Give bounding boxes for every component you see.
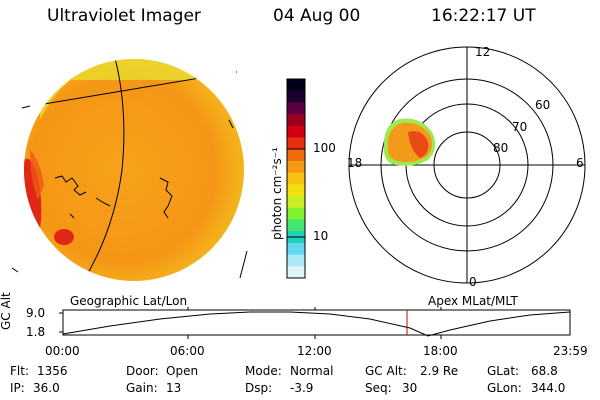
colorbar-unit-label: photon cm⁻²s⁻¹ — [270, 147, 284, 240]
altitude-plot-frame — [62, 309, 571, 336]
colorbar-frame — [286, 78, 306, 279]
mlt-label-0: 0 — [469, 275, 477, 289]
colorbar-swatch — [287, 149, 305, 162]
glat-label: GLat: — [487, 364, 520, 378]
gain-label: Gain: — [126, 381, 158, 395]
colorbar-swatch — [287, 114, 305, 127]
colorbar-swatch — [287, 125, 305, 139]
flt-value: 1356 — [37, 364, 68, 378]
mlt-label-18: 18 — [347, 156, 363, 170]
colorbar-swatch — [287, 79, 305, 92]
altitude-tick-high: 9.0 — [26, 306, 46, 320]
altitude-axis-title: GC Alt — [0, 292, 13, 330]
mlt-label-6: 6 — [576, 156, 584, 170]
colorbar-swatch — [287, 207, 305, 221]
time-label: 16:22:17 UT — [431, 6, 536, 26]
instrument-title: Ultraviolet Imager — [47, 6, 201, 26]
dsp-value: -3.9 — [290, 381, 314, 395]
colorbar-swatch — [287, 242, 305, 256]
colorbar-swatch — [287, 266, 305, 279]
polar-plot — [348, 46, 586, 284]
colorbar-swatch — [287, 137, 305, 150]
glon-label: GLon: — [487, 381, 522, 395]
time-tick-2359: 23:59 — [553, 344, 588, 358]
glon-value: 344.0 — [531, 381, 566, 395]
time-tick-1800: 18:00 — [423, 344, 458, 358]
lat-label-70: 70 — [512, 120, 528, 134]
flt-label: Flt: — [10, 364, 29, 378]
apex-label: Apex MLat/MLT — [428, 294, 518, 308]
colorbar-swatch — [287, 196, 305, 209]
altitude-tick-low: 1.8 — [26, 325, 46, 339]
colorbar-swatch — [287, 102, 305, 115]
ip-label: IP: — [10, 381, 25, 395]
lat-label-60: 60 — [535, 98, 551, 112]
colorbar — [287, 79, 305, 279]
glat-value: 68.8 — [531, 364, 558, 378]
colorbar-swatch — [287, 219, 305, 232]
dsp-label: Dsp: — [245, 381, 273, 395]
ip-value: 36.0 — [33, 381, 60, 395]
colorbar-label-100: 100 — [313, 141, 336, 155]
lat-label-80: 80 — [493, 141, 509, 155]
time-tick-1200: 12:00 — [297, 344, 332, 358]
door-label: Door: — [126, 364, 159, 378]
time-tick-0600: 06:00 — [170, 344, 205, 358]
seq-value: 30 — [402, 381, 418, 395]
colorbar-swatch — [287, 254, 305, 267]
auroral-blob — [383, 118, 436, 166]
colorbar-label-10: 10 — [313, 229, 329, 243]
date-label: 04 Aug 00 — [273, 6, 361, 26]
gain-value: 13 — [166, 381, 182, 395]
seq-label: Seq: — [365, 381, 392, 395]
geographic-label: Geographic Lat/Lon — [70, 294, 188, 308]
earth-disc-image — [11, 59, 248, 281]
colorbar-swatch — [287, 172, 305, 185]
mlt-label-12: 12 — [475, 45, 491, 59]
altitude-curve — [62, 311, 571, 337]
gcalt-label: GC Alt: — [365, 364, 407, 378]
time-tick-0000: 00:00 — [45, 344, 80, 358]
colorbar-swatch — [287, 184, 305, 197]
colorbar-swatch — [287, 160, 305, 174]
mode-value: Normal — [290, 364, 334, 378]
door-value: Open — [166, 364, 199, 378]
altitude-strip — [59, 307, 571, 339]
mode-label: Mode: — [245, 364, 282, 378]
colorbar-swatch — [287, 90, 305, 104]
gcalt-value: 2.9 Re — [420, 364, 459, 378]
